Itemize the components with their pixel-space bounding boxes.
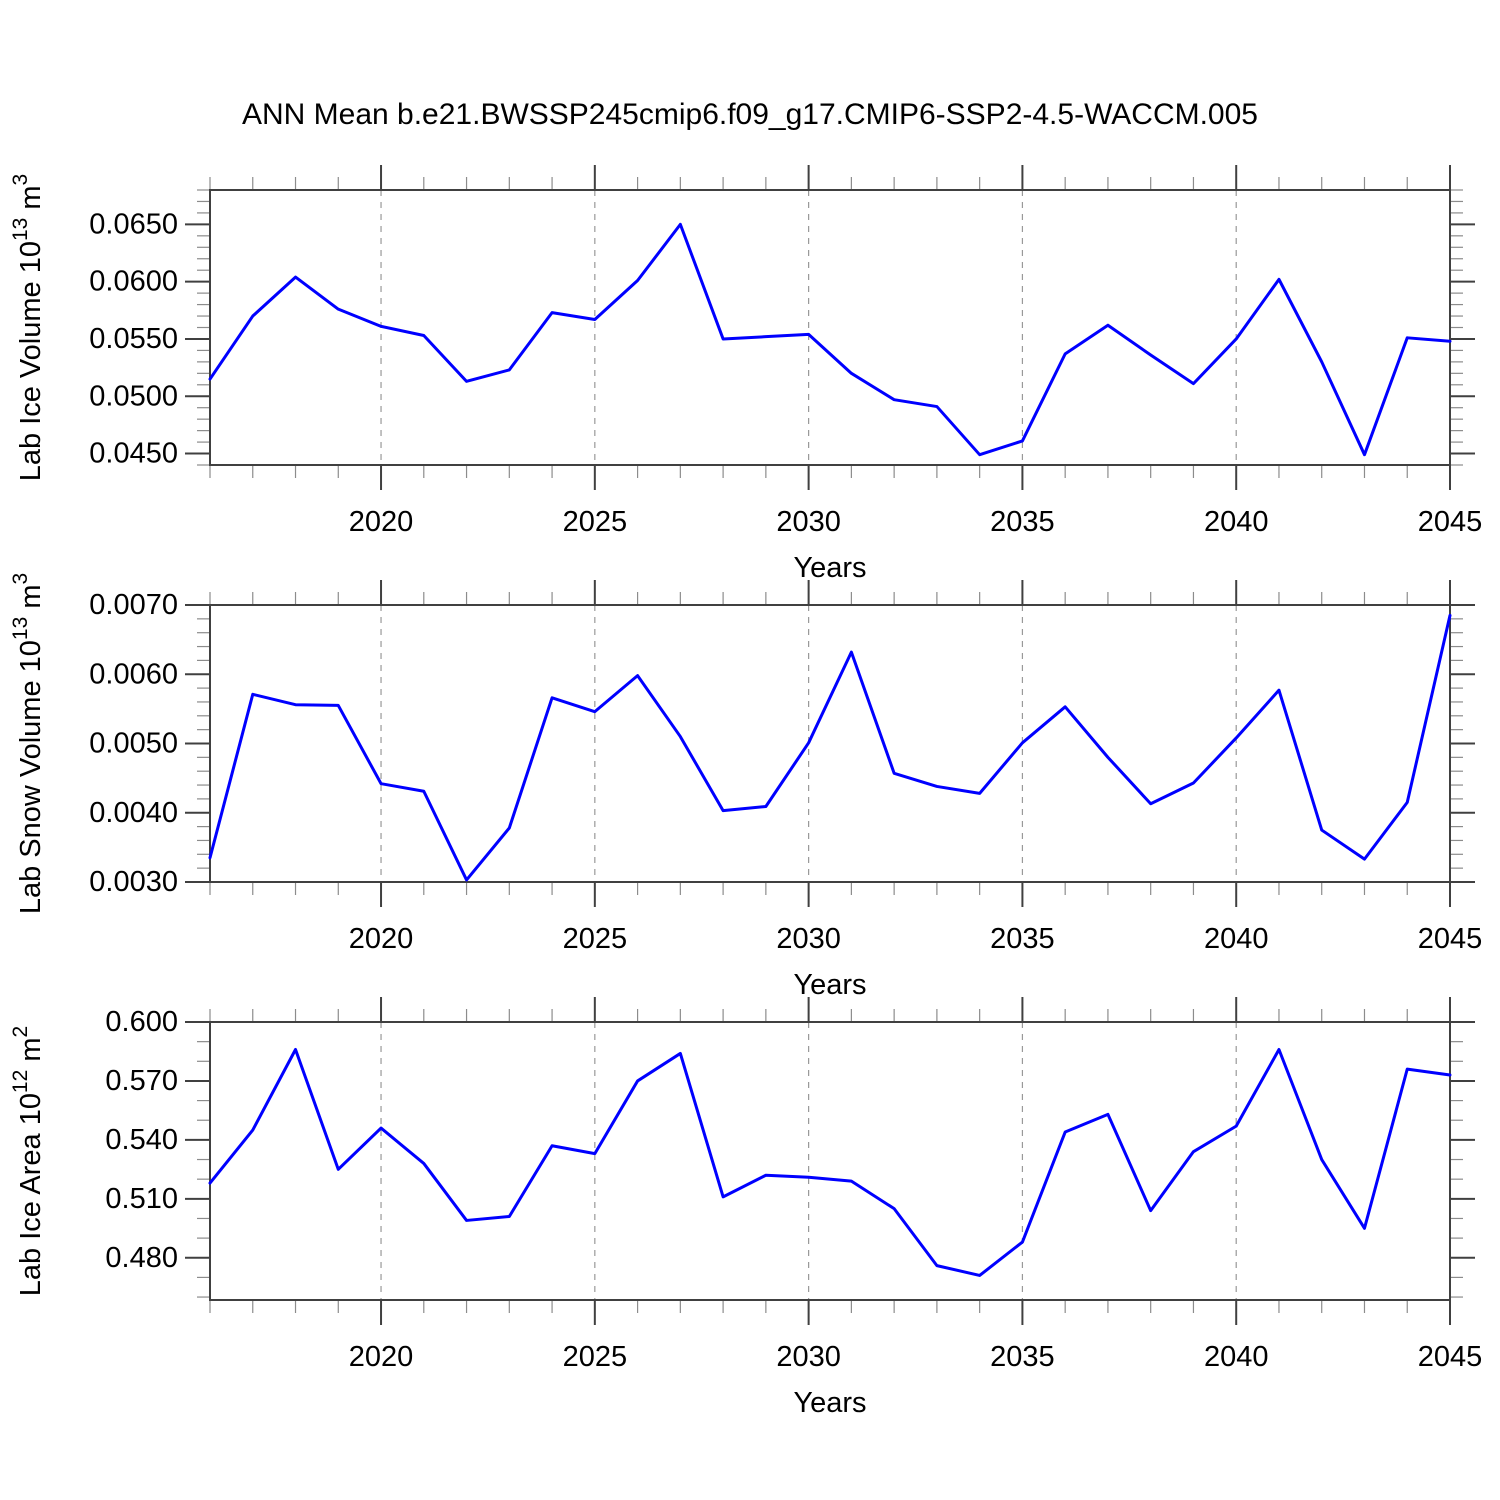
x-tick-label: 2045 [1418,506,1483,538]
x-tick-label: 2030 [776,1341,841,1373]
x-tick-label: 2020 [349,506,414,538]
plot-frame [209,604,1451,883]
y-axis-title: Lab Snow Volume 1013 m3 [9,573,47,914]
y-tick-label: 0.0060 [89,658,178,690]
x-tick-label: 2020 [349,1341,414,1373]
x-tick-label: 2025 [563,1341,628,1373]
lab-snow-volume-line [208,613,1452,882]
y-axis-title: Lab Ice Volume 1013 m3 [9,174,47,482]
y-tick-label: 0.0040 [89,797,178,829]
lab-ice-volume-line [208,222,1452,457]
lab-ice-volume-chart: 0.0450 0.0500 0.0550 0.0600 0.0650 2020 2025 20… [9,165,1482,584]
figure-title: ANN Mean b.e21.BWSSP245cmip6.f09_g17.CMI… [241,98,1258,131]
y-tick-label: 0.0070 [89,589,178,621]
x-axis-title: Years [793,969,866,1001]
y-axis-title: Lab Ice Area 1012 m2 [9,1026,47,1296]
y-tick-label: 0.600 [105,1006,178,1038]
y-tick-label: 0.480 [105,1242,178,1274]
x-tick-label: 2035 [990,1341,1055,1373]
y-tick-label: 0.0450 [89,438,178,470]
lab-ice-area-line [208,1048,1452,1277]
y-tick-label: 0.0050 [89,728,178,760]
x-tick-label: 2020 [349,923,414,955]
y-tick-label: 0.570 [105,1065,178,1097]
plot-frame [209,189,1451,466]
x-axis-title: Years [793,552,866,584]
x-tick-label: 2025 [563,923,628,955]
x-axis-title: Years [793,1387,866,1419]
x-tick-label: 2030 [776,923,841,955]
y-tick-label: 0.0650 [89,208,178,240]
x-tick-label: 2040 [1204,1341,1269,1373]
x-tick-label: 2035 [990,506,1055,538]
y-tick-label: 0.0030 [89,866,178,898]
plot-frame [209,1021,1451,1301]
x-tick-label: 2040 [1204,506,1269,538]
x-tick-label: 2045 [1418,1341,1483,1373]
x-tick-label: 2035 [990,923,1055,955]
y-tick-label: 0.0500 [89,380,178,412]
y-tick-label: 0.540 [105,1124,178,1156]
x-tick-label: 2030 [776,506,841,538]
y-tick-label: 0.0550 [89,323,178,355]
x-tick-label: 2025 [563,506,628,538]
lab-snow-volume-chart: 0.0030 0.0040 0.0050 0.0060 0.0070 2020 2025 20… [9,573,1482,1001]
x-tick-label: 2045 [1418,923,1483,955]
y-tick-label: 0.0600 [89,266,178,298]
lab-ice-area-chart: 0.480 0.510 0.540 0.570 0.600 2020 2025 2030 203… [9,997,1482,1419]
x-tick-label: 2040 [1204,923,1269,955]
y-tick-label: 0.510 [105,1183,178,1215]
